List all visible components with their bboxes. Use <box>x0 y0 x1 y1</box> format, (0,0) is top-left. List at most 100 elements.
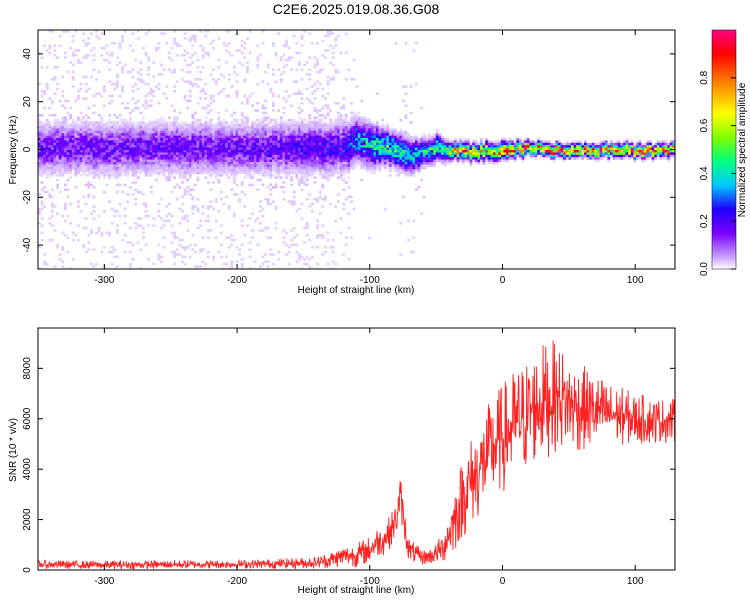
spectrogram-cell <box>183 255 187 259</box>
spectrogram-cell <box>240 164 244 167</box>
spectrogram-cell <box>279 186 283 189</box>
spectrogram-cell <box>201 164 205 167</box>
spectrogram-cell <box>386 147 390 151</box>
spectrogram-cell <box>300 162 304 165</box>
spectrogram-cell <box>428 140 431 143</box>
spectrogram-cell <box>240 133 244 136</box>
spectrogram-cell <box>235 193 239 196</box>
spectrogram-cell <box>230 140 234 143</box>
spectrogram-cell <box>331 174 335 177</box>
spectrogram-cell <box>204 138 208 141</box>
spectrogram-cell <box>170 70 174 74</box>
spectrogram-cell <box>43 145 46 148</box>
spectrogram-cell <box>126 102 130 105</box>
spectrogram-cell <box>313 145 317 148</box>
spectrogram-cell <box>173 154 176 158</box>
spectrogram-cell <box>142 121 145 124</box>
spectrogram-cell <box>105 166 109 170</box>
spectrogram-cell <box>183 138 187 141</box>
spectrogram-cell <box>451 142 455 146</box>
spectrogram-cell <box>233 133 236 136</box>
spectrogram-cell <box>300 152 304 155</box>
spectrogram-cell <box>113 114 117 117</box>
spectrogram-cell <box>412 166 416 170</box>
spectrogram-cell <box>147 142 150 146</box>
spectrogram-cell <box>56 152 59 155</box>
spectrogram-cell <box>230 145 234 148</box>
spectrogram-cell <box>220 174 223 177</box>
spectrogram-cell <box>152 169 156 172</box>
spectrogram-cell <box>389 128 392 131</box>
spectrogram-cell <box>324 176 327 179</box>
spectrogram-cell <box>186 130 189 134</box>
spectrogram-cell <box>266 126 270 129</box>
spectrogram-cell <box>149 186 153 189</box>
spectrogram-cell <box>134 135 137 139</box>
spectrogram-cell <box>274 226 278 230</box>
spectrogram-cell <box>162 135 166 139</box>
spectrogram-cell <box>233 181 236 184</box>
spectrogram-cell <box>149 154 153 158</box>
spectrogram-cell <box>175 130 179 134</box>
spectrogram-cell <box>428 157 431 160</box>
spectrogram-cell <box>321 198 325 201</box>
spectrogram-cell <box>183 94 187 98</box>
spectrogram-cell <box>48 140 52 143</box>
spectrogram-cell <box>394 140 397 143</box>
spectrogram-cell <box>235 171 239 175</box>
spectrogram-cell <box>173 145 176 148</box>
spectrogram-cell <box>279 150 283 153</box>
spectrogram-cell <box>487 147 491 151</box>
spectrogram-cell <box>272 92 275 95</box>
spectrogram-cell <box>246 140 249 143</box>
spectrogram-cell <box>196 85 200 88</box>
spectrogram-cell <box>209 152 213 155</box>
spectrogram-cell <box>204 128 208 131</box>
spectrogram-cell <box>201 130 205 134</box>
spectrogram-cell <box>126 152 130 155</box>
spectrogram-cell <box>139 123 143 127</box>
spectrogram-cell <box>64 154 67 158</box>
spectrogram-cell <box>201 171 205 175</box>
spectrogram-cell <box>51 135 54 139</box>
spectrogram-cell <box>350 140 353 143</box>
spectrogram-cell <box>378 166 382 170</box>
spectrogram-cell <box>113 255 117 259</box>
spectrogram-cell <box>155 128 158 131</box>
spectrogram-cell <box>337 116 340 119</box>
spectrogram-cell <box>207 162 210 165</box>
spectrogram-cell <box>149 164 153 167</box>
spectrogram-cell <box>287 128 291 131</box>
spectrogram-cell <box>326 152 330 155</box>
spectrogram-cell <box>295 171 299 175</box>
spectrogram-cell <box>121 70 124 74</box>
spectrogram-cell <box>58 44 62 47</box>
spectrogram-cell <box>381 130 384 134</box>
spectrogram-cell <box>300 142 304 146</box>
spectrogram-cell <box>51 214 54 218</box>
spectrogram-cell <box>149 171 153 175</box>
spectrogram-cell <box>399 157 403 160</box>
spectrogram-cell <box>292 236 296 239</box>
spectrogram-cell <box>100 147 104 151</box>
spectrogram-cell <box>316 226 319 230</box>
spectrogram-cell <box>381 145 384 148</box>
spectrogram-cell <box>116 116 119 119</box>
spectrogram-cell <box>217 181 221 184</box>
spectrogram-cell <box>53 138 57 141</box>
spectrogram-cell <box>337 152 340 155</box>
spectrogram-cell <box>199 171 202 175</box>
spectrogram-cell <box>194 166 197 170</box>
spectrogram-cell <box>181 150 184 153</box>
spectrogram-cell <box>316 58 319 62</box>
spectrogram-cell <box>235 166 239 170</box>
spectrogram-cell <box>183 123 187 127</box>
spectrogram-cell <box>402 99 405 103</box>
spectrogram-cell <box>519 154 522 158</box>
spectrogram-cell <box>238 169 241 172</box>
spectrogram-cell <box>516 154 520 158</box>
spectrogram-cell <box>155 145 158 148</box>
spectrogram-cell <box>90 140 93 143</box>
spectrogram-cell <box>261 128 265 131</box>
spectrogram-cell <box>308 114 312 117</box>
